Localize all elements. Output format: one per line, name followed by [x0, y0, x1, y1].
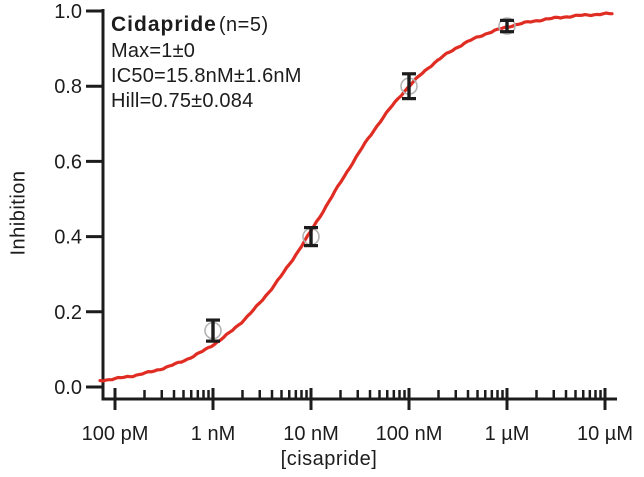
stat-hill: Hill=0.75±0.084	[111, 90, 254, 112]
stat-max: Max=1±0	[111, 40, 196, 62]
x-tick-label: 1 µM	[485, 423, 530, 445]
drug-name: Cidapride	[111, 13, 217, 36]
stat-ic50: IC50=15.8nM±1.6nM	[111, 65, 302, 87]
data-point-marker	[498, 17, 516, 35]
x-tick-label: 10 nM	[283, 423, 339, 445]
fit-curve	[98, 11, 614, 383]
x-tick-label: 1 nM	[191, 423, 235, 445]
y-tick-label: 0.8	[54, 76, 82, 98]
y-axis-title: Inhibition	[7, 170, 30, 256]
chart-title: Cidapride (n=5)	[111, 12, 269, 38]
fit-stats: Max=1±0 IC50=15.8nM±1.6nM Hill=0.75±0.08…	[111, 39, 302, 114]
sample-size: (n=5)	[218, 14, 269, 36]
x-tick-label: 100 nM	[376, 423, 443, 445]
y-tick-label: 1.0	[54, 1, 82, 23]
x-axis-title: [cisapride]	[280, 448, 378, 470]
y-tick-label: 0.2	[54, 302, 82, 324]
x-tick-label: 10 µM	[577, 423, 633, 445]
y-tick-label: 0.0	[54, 377, 82, 399]
x-tick-label: 100 pM	[82, 423, 149, 445]
y-tick-label: 0.4	[54, 227, 82, 249]
y-tick-label: 0.6	[54, 151, 82, 173]
